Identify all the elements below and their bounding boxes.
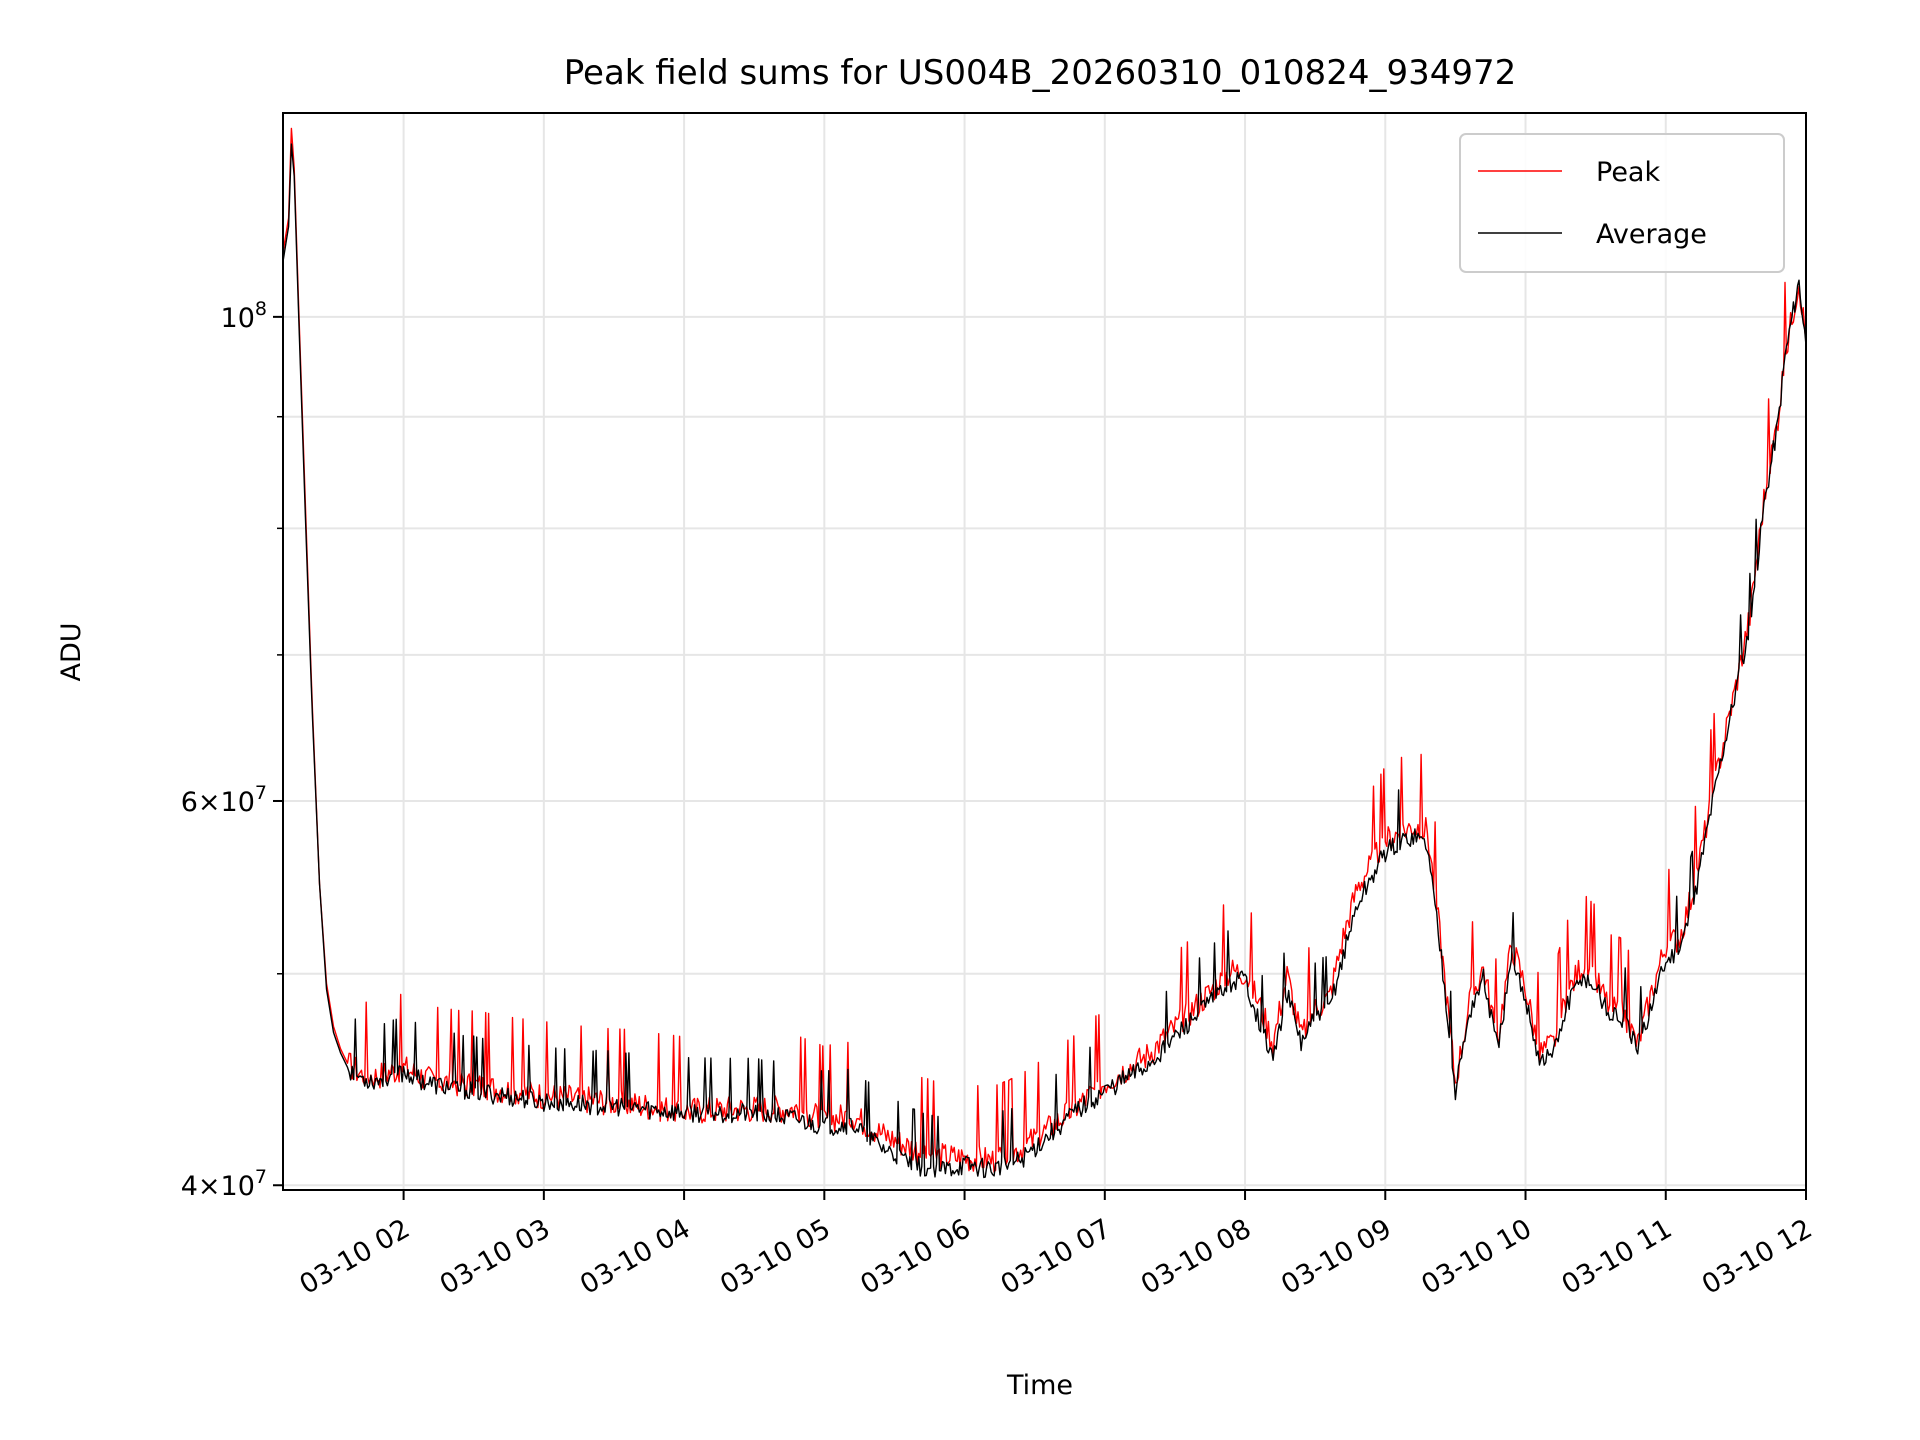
y-tick-label: 6×107 [181,782,267,818]
series-line-peak [283,127,1806,1173]
plot-area [283,127,1806,1179]
legend-box [1459,133,1785,273]
plot-series-group [283,127,1806,1179]
legend: Peak Average [1459,133,1785,273]
legend-peak-label: Peak [1596,157,1660,188]
series-line-average [283,143,1806,1179]
y-tick-label: 108 [221,298,267,334]
axes-frame [282,112,1807,1191]
y-tick-label: 4×107 [181,1166,267,1202]
chart-title: Peak field sums for US004B_20260310_0108… [564,53,1517,93]
legend-average-label: Average [1596,219,1707,250]
x-axis-label: Time [1006,1370,1073,1401]
y-axis-ticks: 4×107 6×107 108 [181,298,283,1202]
y-axis-label: ADU [56,622,87,681]
